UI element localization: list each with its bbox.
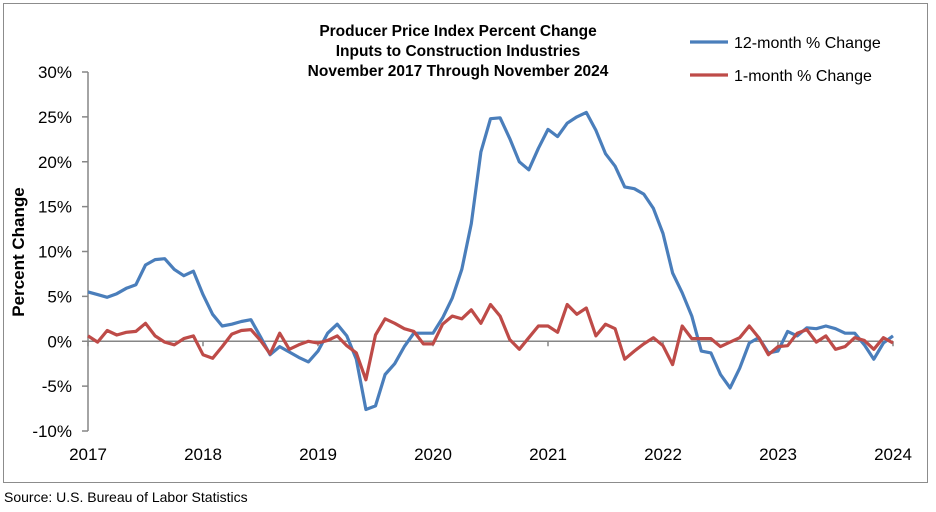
x-tick-label: 2022 — [644, 445, 682, 464]
x-tick-label: 2019 — [299, 445, 337, 464]
source-note: Source: U.S. Bureau of Labor Statistics — [4, 489, 248, 505]
y-tick-label: 15% — [38, 198, 72, 217]
y-axis-label: Percent Change — [9, 187, 28, 316]
y-tick-label: -5% — [42, 377, 72, 396]
chart-title-line: Producer Price Index Percent Change — [319, 23, 597, 40]
chart-frame — [3, 3, 928, 483]
y-tick-label: 20% — [38, 153, 72, 172]
legend-label: 1-month % Change — [734, 68, 872, 85]
x-tick-label: 2021 — [529, 445, 567, 464]
series-line-1-month — [87, 302, 894, 382]
series-line-12-month — [87, 110, 894, 412]
chart-title-line: Inputs to Construction Industries — [336, 43, 581, 60]
x-tick-label: 2017 — [69, 445, 107, 464]
y-tick-label: -10% — [32, 422, 72, 441]
x-tick-label: 2018 — [184, 445, 222, 464]
x-tick-label: 2020 — [414, 445, 452, 464]
y-tick-label: 25% — [38, 108, 72, 127]
x-tick-label: 2024 — [874, 445, 912, 464]
chart-title-line: November 2017 Through November 2024 — [308, 63, 609, 80]
x-tick-label: 2023 — [759, 445, 797, 464]
y-tick-label: 30% — [38, 63, 72, 82]
legend-label: 12-month % Change — [734, 35, 881, 52]
y-tick-label: 0% — [47, 332, 72, 351]
y-tick-label: 10% — [38, 243, 72, 262]
y-tick-label: 5% — [47, 287, 72, 306]
